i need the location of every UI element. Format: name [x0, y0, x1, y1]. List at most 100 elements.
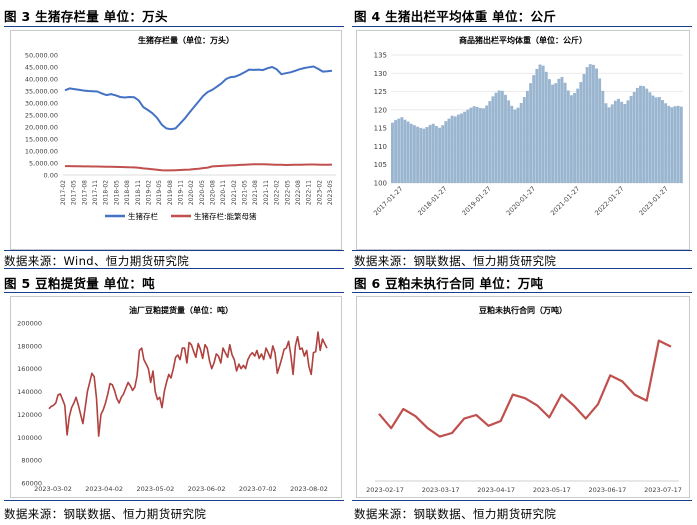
fig4-bar [497, 90, 501, 183]
fig3-x-tick-label: 2023-05 [327, 180, 334, 205]
fig3-legend-label-1: 生猪存栏 [128, 211, 158, 221]
fig4-bar [573, 93, 576, 183]
fig5-y-tick-label: 120000 [17, 411, 42, 419]
fig4-bar [513, 109, 517, 183]
fig4-bar [434, 125, 438, 183]
fig4-x-tick-label: 2020-01-27 [505, 185, 537, 217]
fig4-bar [569, 95, 573, 183]
fig3-y-tick-label: 30,000.00 [25, 100, 58, 108]
fig3-x-tick-label: 2021-08 [252, 180, 259, 205]
fig4-bar [670, 107, 674, 183]
fig4-bar [482, 108, 485, 183]
fig6-x-tick-label: 2023-06-17 [589, 486, 627, 494]
fig5-chart-frame: 油厂豆粕提货量（单位：吨） 60000 80000 100000 120000 1400… [10, 296, 342, 498]
fig3-x-tick-label: 2020-11 [220, 180, 227, 205]
fig4-bar [607, 107, 611, 183]
fig4-bottom-rule [352, 250, 692, 251]
fig6-chart-frame: 豆粕未执行合同（万吨） 2023-02-17 2023-03-17 2023-04-… [356, 296, 690, 498]
fig5-y-tick-label: 160000 [17, 365, 42, 373]
fig4-bar [623, 104, 627, 183]
fig4-bar [635, 87, 639, 183]
fig5-y-tick-label: 80000 [21, 457, 42, 465]
fig4-bar [617, 98, 620, 183]
fig4-bar [456, 114, 460, 183]
fig4-chart: 商品猪出栏平均体重（单位：公斤） 100 105 110 115 120 125 130 13… [372, 35, 683, 217]
fig6-chart: 豆粕未执行合同（万吨） 2023-02-17 2023-03-17 2023-04-… [366, 305, 682, 494]
fig4-bar [466, 109, 470, 183]
fig4-bar [425, 127, 429, 183]
fig4-x-tick-label: 2018-01-27 [416, 185, 448, 217]
fig4-bar [472, 106, 476, 183]
fig4-top-rule [352, 26, 692, 27]
fig6-top-border [352, 268, 692, 269]
fig4-bar [444, 121, 448, 183]
fig4-bar [654, 97, 658, 183]
fig3-x-tick-label: 2023-02 [316, 180, 323, 205]
fig5-chart: 油厂豆粕提货量（单位：吨） 60000 80000 100000 120000 1400… [17, 305, 328, 493]
fig4-bar [529, 83, 533, 183]
fig3-y-tick-label: 5,000.00 [29, 160, 58, 168]
fig3-x-tick-label: 2017-02 [60, 180, 67, 205]
fig3-x-tick-label: 2019-05 [156, 180, 163, 205]
fig5-y-tick-label: 180000 [17, 342, 42, 350]
fig5-x-tick-label: 2023-03-02 [34, 485, 72, 493]
fig4-bar [504, 94, 507, 183]
fig4-bar [453, 116, 457, 183]
fig4-bar [438, 127, 441, 183]
fig4-bar [431, 123, 435, 183]
fig4-bar [664, 103, 668, 183]
fig3-x-tick-label: 2022-05 [284, 180, 291, 205]
fig4-bar [563, 82, 567, 183]
fig4-y-tick-label: 110 [374, 143, 387, 151]
fig4-chart-frame: 商品猪出栏平均体重（单位：公斤） 100 105 110 115 120 125 130 13… [356, 30, 690, 250]
fig3-x-tick-label: 2019-02 [145, 180, 152, 205]
fig4-bar [488, 101, 492, 183]
fig3-x-tick-label: 2021-02 [231, 180, 238, 205]
fig6-x-tick-label: 2023-04-17 [477, 486, 515, 494]
fig4-x-tick-label: 2019-01-27 [461, 185, 493, 217]
fig6-x-tick-label: 2023-05-17 [533, 486, 571, 494]
fig3-series-line-1 [64, 65, 333, 131]
fig4-bar [494, 92, 498, 183]
fig4-bar [551, 84, 555, 183]
fig5-title: 油厂豆粕提货量（单位：吨） [129, 305, 233, 315]
fig4-bar [560, 76, 564, 183]
fig6-x-tick-label: 2023-07-17 [644, 486, 682, 494]
fig3-legend: 生猪存栏 生猪存栏:能繁母猪 [105, 211, 257, 221]
fig3-x-tick-label: 2019-08 [167, 180, 174, 205]
fig4-bar [579, 82, 583, 183]
fig4-bar [428, 124, 432, 183]
fig5-x-tick-label: 2023-07-02 [239, 485, 277, 493]
fig4-bar [469, 107, 473, 183]
fig3-y-tick-label: 50,000.00 [25, 52, 58, 60]
fig4-bar [566, 90, 570, 183]
fig4-bar [397, 118, 401, 183]
fig3-y-tick-label: 0.00 [44, 172, 58, 180]
fig4-bar [632, 91, 636, 183]
fig4-bar [535, 68, 539, 183]
fig3-bottom-rule [4, 250, 344, 251]
fig4-bar [447, 118, 451, 183]
fig3-x-tick-label: 2018-08 [124, 180, 131, 205]
fig5-y-tick-label: 60000 [21, 480, 42, 488]
fig4-bar [673, 106, 677, 183]
fig5-x-tick-label: 2023-06-02 [188, 485, 226, 493]
fig4-bar [576, 88, 580, 183]
fig3-x-tick-label: 2022-08 [295, 180, 302, 205]
fig3-source: 数据来源：Wind、恒力期货研究院 [4, 254, 190, 268]
fig4-y-tick-label: 115 [374, 125, 387, 133]
fig4-bar [544, 71, 548, 183]
fig5-x-tick-label: 2023-04-02 [85, 485, 123, 493]
fig4-bar [601, 90, 605, 183]
fig4-bar [591, 64, 595, 183]
fig4-bar [538, 64, 542, 183]
fig3-y-tick-label: 15,000.00 [25, 136, 58, 144]
fig6-series-line [378, 339, 672, 438]
fig4-caption: 图 4 生猪出栏平均体重 单位：公斤 [354, 9, 557, 24]
fig4-bar [661, 99, 664, 183]
fig4-y-tick-label: 130 [374, 70, 387, 78]
fig4-bar [648, 92, 652, 183]
fig4-y-tick-label: 120 [374, 106, 387, 114]
fig3-y-tick-label: 10,000.00 [25, 148, 58, 156]
fig3-x-tick-label: 2018-11 [135, 180, 142, 205]
